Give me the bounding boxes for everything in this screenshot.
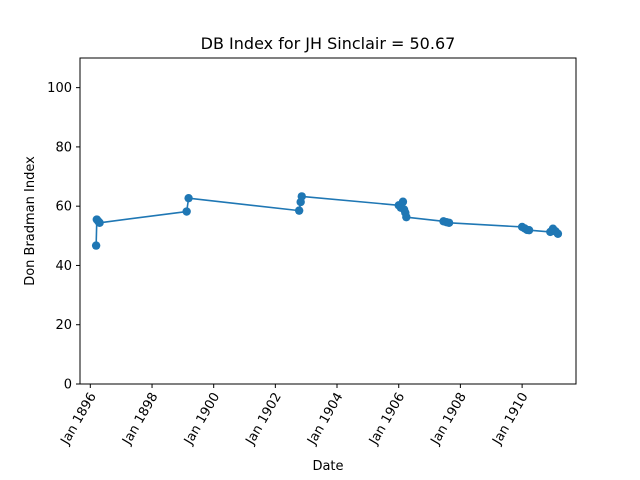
y-tick-label: 40 xyxy=(55,259,72,274)
data-point xyxy=(184,193,193,203)
x-axis-label: Date xyxy=(312,459,343,474)
y-tick-label: 100 xyxy=(47,81,72,96)
plot-frame xyxy=(79,57,577,385)
y-axis-label: Don Bradman Index xyxy=(23,156,38,286)
data-point xyxy=(524,225,534,235)
y-tick-label: 0 xyxy=(64,378,72,393)
data-point xyxy=(95,218,104,227)
data-point xyxy=(444,218,454,227)
data-point xyxy=(91,241,101,250)
data-point xyxy=(553,229,563,238)
data-point xyxy=(398,197,408,206)
data-point xyxy=(294,206,304,215)
y-tick-label: 80 xyxy=(55,140,72,155)
plot-area xyxy=(80,58,576,384)
data-point xyxy=(297,192,306,201)
y-tick-label: 20 xyxy=(55,318,72,333)
data-point xyxy=(402,212,411,222)
y-tick-label: 60 xyxy=(55,200,72,215)
data-point xyxy=(182,207,191,216)
chart-title: DB Index for JH Sinclair = 50.67 xyxy=(201,34,456,53)
